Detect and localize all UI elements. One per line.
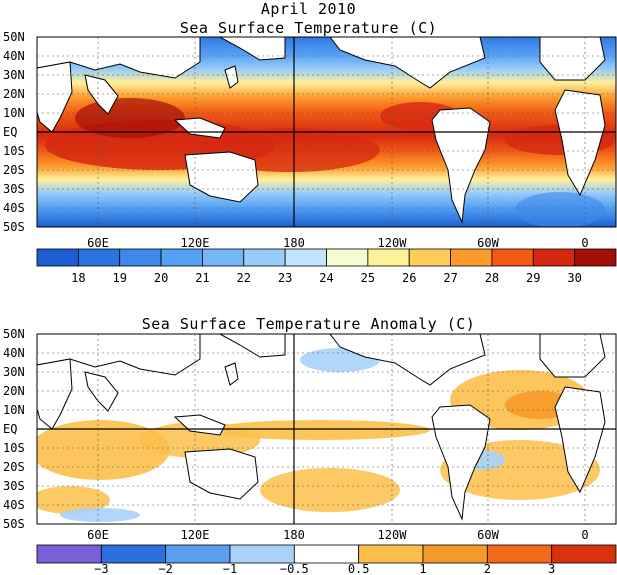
sst-colorbar-swatch: [243, 248, 286, 267]
land-siberia: [219, 37, 286, 61]
sst-colorbar-label: 27: [443, 271, 457, 285]
anomaly-patches: [37, 348, 600, 522]
sst-y-tick-label: 40S: [3, 201, 25, 215]
anomaly-colorbar-swatch: [293, 544, 360, 564]
sst-colorbar-swatch: [408, 248, 451, 267]
anomaly-y-tick-label: 50S: [3, 517, 25, 531]
anomaly-colorbar-label: 1: [419, 562, 426, 575]
sst-y-tick-label: 20S: [3, 163, 25, 177]
anomaly-y-tick-label: 40S: [3, 498, 25, 512]
anomaly-y-tick-label: 20S: [3, 460, 25, 474]
sst-colorbar-swatch: [532, 248, 576, 267]
sst-colorbar-swatch: [450, 248, 493, 267]
land-africa-west: [554, 89, 606, 197]
anomaly-x-tick-label: 120E: [181, 528, 210, 542]
anomaly-y-tick-label: 20N: [3, 384, 25, 398]
sst-colorbar-swatch: [326, 248, 369, 267]
anomaly-y-tick-label: 10N: [3, 403, 25, 417]
anomaly-colorbar-swatch: [486, 544, 553, 564]
anomaly-colorbar-label: −0.5: [280, 562, 309, 575]
anomaly-colorbar-label: 2: [484, 562, 491, 575]
sst-colorbar-label: 23: [278, 271, 292, 285]
sst-colorbar-label: 25: [361, 271, 375, 285]
anomaly-x-tick-label: 120W: [378, 528, 408, 542]
sst-y-tick-label: 30N: [3, 68, 25, 82]
sst-x-tick-label: 120E: [181, 236, 210, 250]
sst-colorbar-swatch: [574, 248, 617, 267]
sst-colorbar-label: 20: [154, 271, 168, 285]
sst-y-tick-label: 10S: [3, 144, 25, 158]
sst-landmasses: [37, 37, 606, 224]
anomaly-chart-title: Sea Surface Temperature Anomaly (C): [141, 315, 476, 333]
anomaly-y-tick-label: 30N: [3, 365, 25, 379]
sst-y-tick-label: 30S: [3, 182, 25, 196]
sst-colorbar-swatch: [160, 248, 203, 267]
land-india: [84, 74, 119, 115]
anomaly-colorbar-label: −3: [94, 562, 108, 575]
chart-title-month: April 2010: [260, 0, 357, 18]
sst-x-tick-label: 180: [283, 236, 305, 250]
anomaly-landmasses: [37, 334, 606, 521]
sst-y-tick-label: 20N: [3, 87, 25, 101]
sst-x-tick-label: 60W: [477, 236, 499, 250]
land-australia: [184, 151, 259, 203]
anomaly-y-tick-label: EQ: [3, 422, 17, 436]
anomaly-y-tick-label: 40N: [3, 346, 25, 360]
anomaly-colorbar-swatch: [165, 544, 231, 564]
anomaly-colorbar-label: −1: [223, 562, 237, 575]
anomaly-colorbar-label: 0.5: [348, 562, 370, 575]
sst-colorbar-swatch: [284, 248, 327, 267]
sst-colorbar-label: 19: [112, 271, 126, 285]
sst-x-tick-label: 120W: [378, 236, 408, 250]
sst-y-tick-label: 50S: [3, 220, 25, 234]
sst-colorbar-swatch: [367, 248, 410, 267]
anomaly-colorbar-swatch: [551, 544, 617, 564]
land-japan: [224, 65, 239, 89]
anomaly-colorbar-swatch: [36, 544, 102, 564]
sst-y-tick-label: 50N: [3, 30, 25, 44]
sst-colorbar-label: 30: [567, 271, 581, 285]
sst-colorbar-swatch: [77, 248, 121, 267]
anomaly-colorbar-label: 3: [548, 562, 555, 575]
sst-colorbar-swatch: [202, 248, 245, 267]
anomaly-colorbar-swatch: [100, 544, 167, 564]
sst-y-tick-label: 40N: [3, 49, 25, 63]
land-europe: [539, 37, 606, 81]
sst-colorbar-label: 18: [71, 271, 85, 285]
anomaly-colorbar-swatch: [422, 544, 488, 564]
land-south-america: [431, 107, 491, 224]
anomaly-colorbar-label: −2: [158, 562, 172, 575]
sst-colorbar-swatch: [36, 248, 79, 267]
anomaly-x-tick-label: 0: [581, 528, 588, 542]
sst-y-tick-label: 10N: [3, 106, 25, 120]
sst-x-tick-label: 60E: [87, 236, 109, 250]
anomaly-y-tick-label: 10S: [3, 441, 25, 455]
anomaly-colorbar-swatch: [358, 544, 424, 564]
sst-colorbar-label: 22: [237, 271, 251, 285]
sst-colorbar-swatch: [491, 248, 534, 267]
sst-colorbar-label: 29: [526, 271, 540, 285]
sst-x-tick-label: 0: [581, 236, 588, 250]
anomaly-y-tick-label: 50N: [3, 327, 25, 341]
anomaly-colorbar-swatch: [229, 544, 295, 564]
sst-colorbar-label: 28: [485, 271, 499, 285]
sst-y-tick-label: EQ: [3, 125, 17, 139]
sst-colorbar-label: 24: [319, 271, 333, 285]
anomaly-x-tick-label: 60W: [477, 528, 499, 542]
sst-chart-title: Sea Surface Temperature (C): [179, 19, 438, 37]
anomaly-y-tick-label: 30S: [3, 479, 25, 493]
anomaly-x-tick-label: 60E: [87, 528, 109, 542]
anomaly-x-tick-label: 180: [283, 528, 305, 542]
land-north-america: [329, 37, 486, 89]
sst-colorbar-label: 21: [195, 271, 209, 285]
sst-colorbar-swatch: [119, 248, 162, 267]
sst-colorbar-label: 26: [402, 271, 416, 285]
